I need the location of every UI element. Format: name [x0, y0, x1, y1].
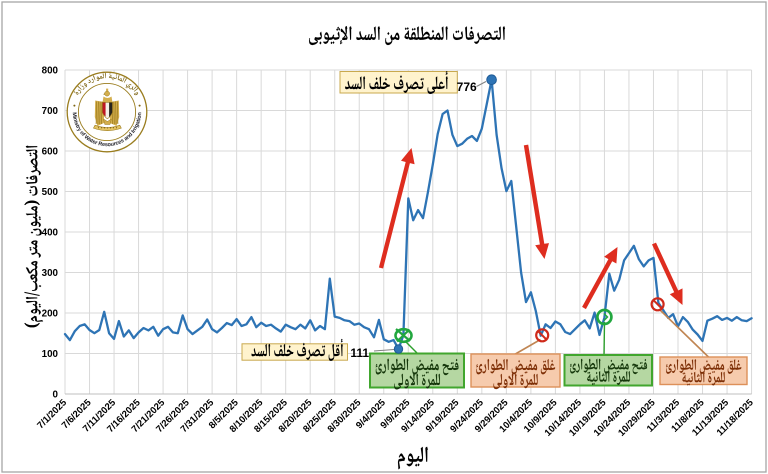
svg-text:0: 0: [53, 389, 59, 400]
svg-text:400: 400: [42, 227, 59, 238]
svg-text:100: 100: [42, 349, 59, 360]
svg-text:111: 111: [350, 346, 369, 360]
svg-text:776: 776: [457, 80, 477, 94]
svg-text:200: 200: [42, 308, 59, 319]
svg-text:700: 700: [42, 106, 59, 117]
svg-text:500: 500: [42, 187, 59, 198]
svg-text:300: 300: [42, 268, 59, 279]
svg-text:800: 800: [42, 65, 59, 76]
svg-text:600: 600: [42, 146, 59, 157]
